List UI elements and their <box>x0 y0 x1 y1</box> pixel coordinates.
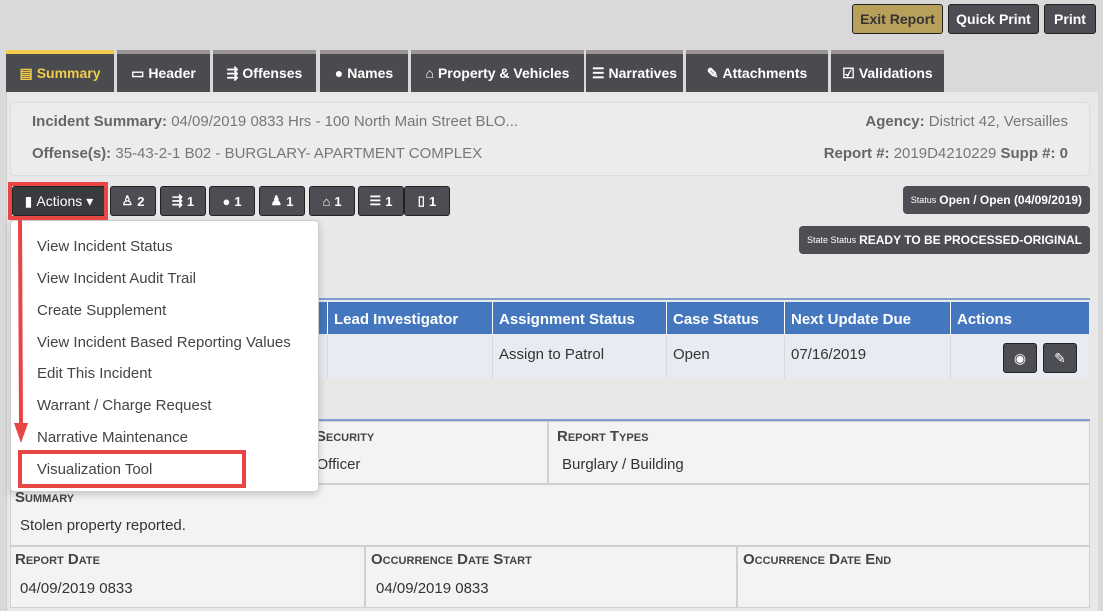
report-types-value: Burglary / Building <box>562 456 684 473</box>
occurrence-end-cell <box>737 546 1090 608</box>
tab-label: Attachments <box>722 65 808 81</box>
tab-header[interactable]: ▭ Header <box>117 50 210 92</box>
car-house-icon: ⌂ <box>425 65 434 81</box>
tab-label: Offenses <box>242 65 303 81</box>
edit-button[interactable]: ✎ <box>1043 343 1077 373</box>
officers-count-button[interactable]: ♙ 2 <box>110 186 156 216</box>
tab-label: Narratives <box>608 65 678 81</box>
suspect-icon: ♟ <box>270 193 283 208</box>
person-icon: ● <box>222 193 231 209</box>
td-lead-investigator <box>327 336 492 378</box>
td-next-update-due: 07/16/2019 <box>784 336 950 378</box>
tab-names[interactable]: ● Names <box>320 50 408 92</box>
summary-value: Stolen property reported. <box>20 517 186 534</box>
tab-label: Validations <box>858 65 933 81</box>
tab-label: Header <box>148 65 196 81</box>
status-badge: Status Open / Open (04/09/2019) <box>902 186 1090 214</box>
menu-item-visualization-tool[interactable]: Visualization Tool <box>37 461 153 478</box>
actions-dropdown-menu: View Incident Status View Incident Audit… <box>10 220 319 492</box>
menu-item-create-supplement[interactable]: Create Supplement <box>37 302 167 319</box>
quick-print-button[interactable]: Quick Print <box>948 4 1039 34</box>
document-icon: ▯ <box>417 193 425 208</box>
occurrence-start-label: Occurrence Date Start <box>371 551 532 568</box>
tab-attachments[interactable]: ✎ Attachments <box>686 50 828 92</box>
caret-down-icon: ▾ <box>86 192 94 209</box>
eye-icon: ◉ <box>1013 349 1027 366</box>
arrow-head <box>14 423 28 443</box>
offenses-count-button[interactable]: ⇶ 1 <box>160 186 206 216</box>
exit-report-button[interactable]: Exit Report <box>852 4 943 34</box>
tab-property-vehicles[interactable]: ⌂ Property & Vehicles <box>411 50 584 92</box>
occurrence-start-cell <box>365 546 737 608</box>
tab-validations[interactable]: ☑ Validations <box>831 50 944 92</box>
offense-icon: ⇶ <box>226 64 239 81</box>
summary-label: Summary <box>15 489 75 506</box>
actions-label: Actions <box>36 193 83 209</box>
document-icon: ▮ <box>24 192 33 209</box>
tab-label: Names <box>347 65 394 81</box>
clipboard-icon: ▤ <box>19 64 33 81</box>
narratives-count-button[interactable]: ☰ 1 <box>358 186 404 216</box>
paperclip-icon: ✎ <box>706 64 719 81</box>
report-date-value: 04/09/2019 0833 <box>20 580 133 597</box>
incident-summary-box: Incident Summary: 04/09/2019 0833 Hrs - … <box>10 102 1090 176</box>
tab-label: Summary <box>36 65 101 81</box>
report-date-cell <box>10 546 365 608</box>
property-count-button[interactable]: ⌂ 1 <box>309 186 355 216</box>
report-date-label: Report Date <box>15 551 100 568</box>
security-value: l Officer <box>309 456 361 473</box>
menu-item-warrant-charge-request[interactable]: Warrant / Charge Request <box>37 397 212 414</box>
incident-summary: Incident Summary: 04/09/2019 0833 Hrs - … <box>32 113 519 130</box>
th-case-status: Case Status <box>666 302 784 334</box>
th-assignment-status: Assignment Status <box>492 302 666 334</box>
offenses: Offense(s): 35-43-2-1 B02 - BURGLARY- AP… <box>32 145 483 162</box>
th-next-update-due: Next Update Due <box>784 302 950 334</box>
menu-item-view-ibr-values[interactable]: View Incident Based Reporting Values <box>37 334 291 351</box>
arrow-shaft <box>18 218 23 428</box>
report-types-cell <box>548 421 1090 484</box>
th-lead-investigator: Lead Investigator <box>327 302 492 334</box>
red-arrow <box>14 218 28 443</box>
report-number: Report #: 2019D4210229 Supp #: 0 <box>823 145 1068 162</box>
attachments-count-button[interactable]: ▯ 1 <box>404 186 450 216</box>
window-icon: ▭ <box>131 64 145 81</box>
state-status-badge: State Status READY TO BE PROCESSED-ORIGIN… <box>799 226 1090 254</box>
lines-icon: ☰ <box>591 64 605 81</box>
menu-item-edit-incident[interactable]: Edit This Incident <box>37 365 152 382</box>
menu-item-narrative-maintenance[interactable]: Narrative Maintenance <box>37 429 188 446</box>
summary-cell <box>10 484 1090 546</box>
security-label: t Security <box>305 428 375 445</box>
divider <box>10 419 1090 421</box>
view-button[interactable]: ◉ <box>1003 343 1037 373</box>
occurrence-end-label: Occurrence Date End <box>743 551 892 568</box>
car-house-icon: ⌂ <box>322 193 331 209</box>
agency: Agency: District 42, Versailles <box>865 113 1068 130</box>
clipboard-check-icon: ☑ <box>842 64 855 81</box>
report-types-label: Report Types <box>557 428 649 445</box>
td-assignment-status: Assign to Patrol <box>492 336 666 378</box>
edit-icon: ✎ <box>1054 349 1066 366</box>
divider <box>10 298 1090 300</box>
td-case-status: Open <box>666 336 784 378</box>
th-actions: Actions <box>950 302 1089 334</box>
tab-offenses[interactable]: ⇶ Offenses <box>213 50 316 92</box>
officer-icon: ♙ <box>121 193 134 208</box>
occurrence-start-value: 04/09/2019 0833 <box>376 580 489 597</box>
menu-item-view-audit-trail[interactable]: View Incident Audit Trail <box>37 270 196 287</box>
lines-icon: ☰ <box>369 193 382 208</box>
tab-summary[interactable]: ▤ Summary <box>6 50 114 92</box>
visualization-highlight <box>18 450 246 488</box>
actions-highlight <box>8 182 108 220</box>
offense-icon: ⇶ <box>171 193 183 208</box>
actions-dropdown-button[interactable]: ▮ Actions ▾ <box>12 186 106 216</box>
suspects-count-button[interactable]: ♟ 1 <box>259 186 305 216</box>
print-button[interactable]: Print <box>1044 4 1096 34</box>
menu-item-view-incident-status[interactable]: View Incident Status <box>37 238 173 255</box>
tab-narratives[interactable]: ☰ Narratives <box>586 50 683 92</box>
persons-count-button[interactable]: ● 1 <box>209 186 255 216</box>
user-icon: ● <box>334 65 344 81</box>
tab-label: Property & Vehicles <box>437 65 570 81</box>
